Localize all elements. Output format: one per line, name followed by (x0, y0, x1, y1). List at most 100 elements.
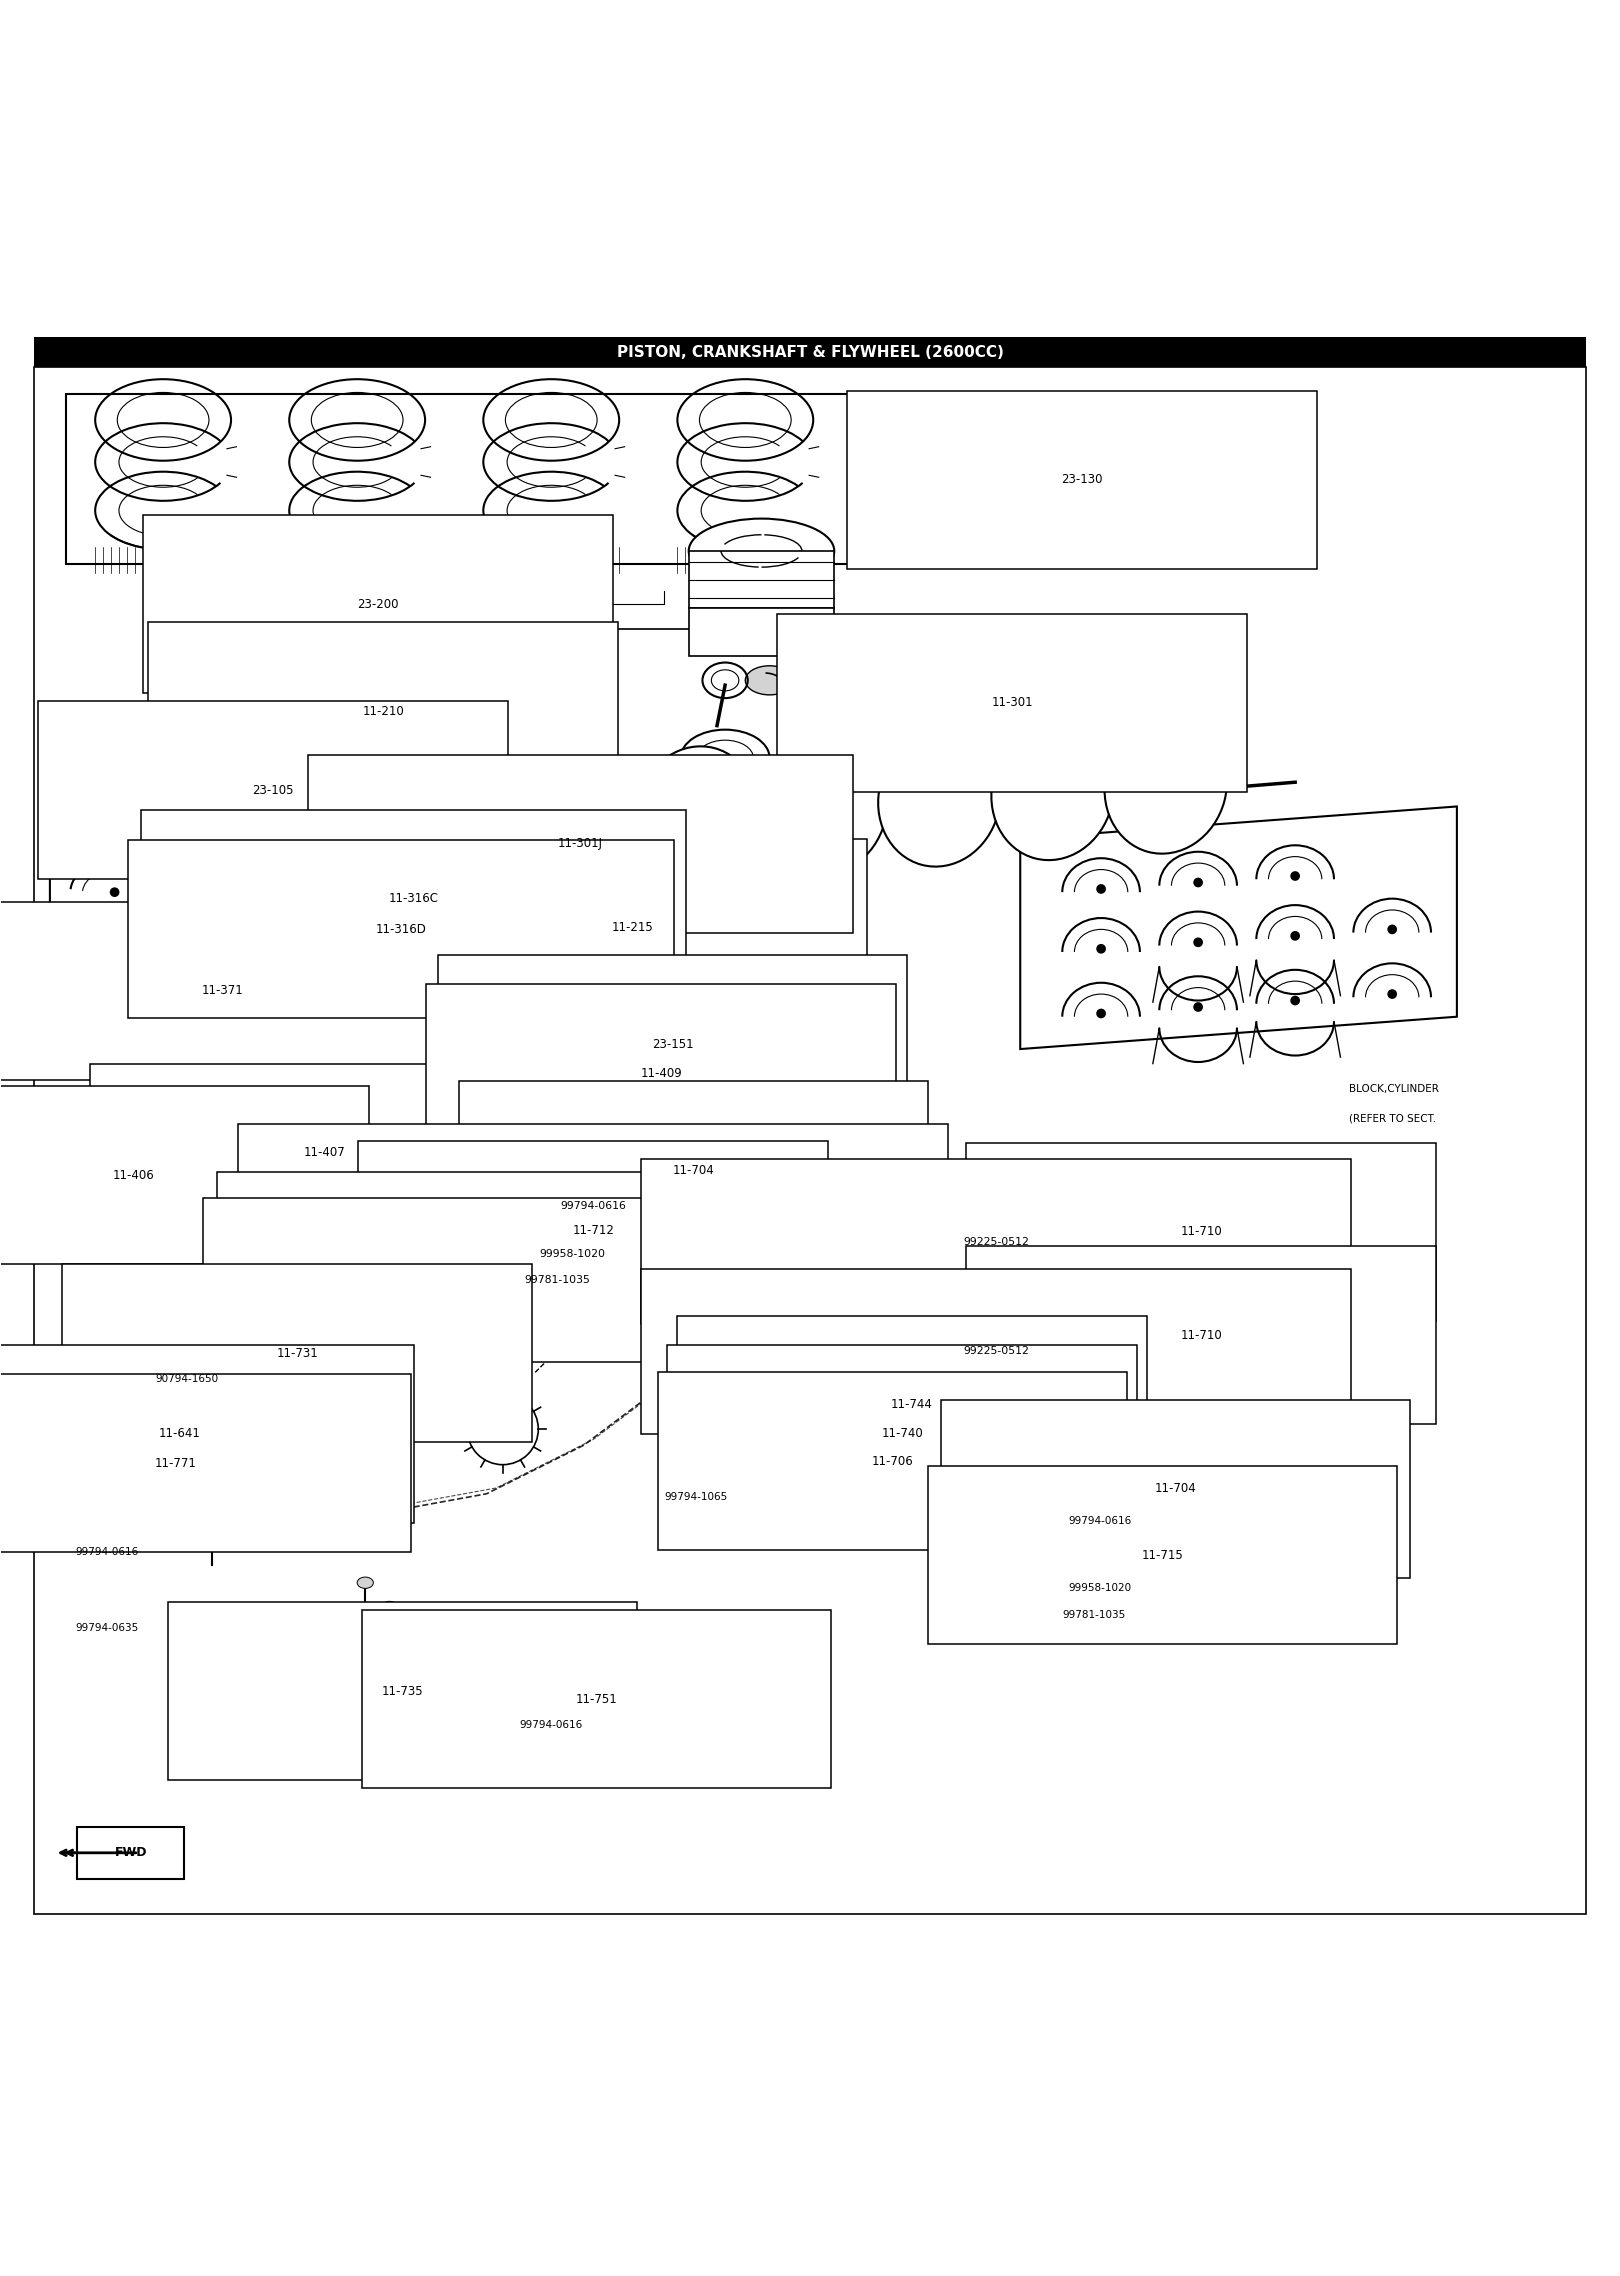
Circle shape (1097, 1008, 1106, 1017)
Ellipse shape (217, 1468, 233, 1479)
Bar (0, 1375, 411, 1552)
Text: 11-710: 11-710 (1181, 1329, 1221, 1343)
Text: 11-406: 11-406 (113, 1168, 156, 1181)
Circle shape (1387, 924, 1396, 933)
Text: FWD: FWD (115, 1846, 147, 1859)
Text: 11-210: 11-210 (363, 706, 403, 717)
Text: 11-409: 11-409 (640, 1067, 682, 1079)
Bar (0, 1345, 415, 1523)
Circle shape (1290, 931, 1299, 940)
Bar (147, 621, 617, 799)
Ellipse shape (228, 1343, 245, 1354)
Ellipse shape (1166, 1325, 1199, 1363)
Circle shape (305, 810, 314, 819)
Text: 99794-0635: 99794-0635 (76, 1623, 139, 1632)
Bar (847, 391, 1317, 569)
Bar (63, 1263, 533, 1443)
Text: 99958-1020: 99958-1020 (539, 1250, 606, 1259)
Text: (REFER TO SECT.: (REFER TO SECT. (1348, 1113, 1435, 1124)
Ellipse shape (745, 667, 794, 694)
Text: 99794-1065: 99794-1065 (664, 1493, 727, 1502)
Text: 11-710: 11-710 (1181, 1224, 1221, 1238)
Circle shape (1194, 879, 1204, 888)
Circle shape (1290, 872, 1299, 881)
Bar (358, 1140, 828, 1320)
Text: PISTON, CRANKSHAFT & FLYWHEEL (2600CC): PISTON, CRANKSHAFT & FLYWHEEL (2600CC) (617, 344, 1003, 360)
Text: 11-712: 11-712 (572, 1224, 614, 1236)
Text: 11-751: 11-751 (575, 1693, 617, 1705)
Text: 11-706: 11-706 (872, 1454, 914, 1468)
Text: NO.1030): NO.1030) (1348, 1143, 1398, 1152)
Text: 99958-1020: 99958-1020 (1069, 1582, 1132, 1593)
Ellipse shape (688, 519, 834, 583)
Ellipse shape (484, 824, 520, 869)
Ellipse shape (1105, 717, 1226, 854)
Ellipse shape (923, 1325, 956, 1363)
Ellipse shape (991, 724, 1115, 860)
Circle shape (1387, 990, 1396, 999)
Ellipse shape (765, 737, 888, 874)
Bar (616, 628, 859, 847)
Circle shape (1290, 995, 1299, 1006)
Circle shape (305, 867, 314, 879)
Text: 11-371: 11-371 (202, 983, 245, 997)
Circle shape (110, 828, 120, 840)
Ellipse shape (938, 742, 978, 774)
Text: 99225-0512: 99225-0512 (962, 1236, 1029, 1247)
Bar (39, 701, 509, 879)
Circle shape (1194, 938, 1204, 947)
Text: 99781-1035: 99781-1035 (525, 1275, 591, 1286)
Bar (426, 983, 896, 1163)
Ellipse shape (1165, 728, 1205, 760)
Text: 11-301J: 11-301J (557, 838, 603, 851)
Bar (167, 1602, 637, 1780)
Text: 11-316C: 11-316C (389, 892, 439, 906)
Bar (967, 1247, 1437, 1425)
Text: 11-704: 11-704 (1155, 1482, 1196, 1495)
Text: 11-735: 11-735 (382, 1684, 423, 1698)
Circle shape (207, 935, 217, 945)
Circle shape (207, 819, 217, 828)
Bar (667, 1345, 1137, 1523)
Ellipse shape (1166, 1222, 1199, 1261)
Bar (217, 1172, 927, 1336)
Ellipse shape (825, 749, 865, 783)
Bar (778, 615, 1247, 792)
Ellipse shape (842, 1222, 875, 1261)
Text: 23-151: 23-151 (651, 1038, 693, 1052)
Bar (238, 1124, 948, 1288)
Bar (658, 1372, 1128, 1550)
Text: 11-641: 11-641 (159, 1427, 201, 1441)
Text: 99794-0616: 99794-0616 (518, 1721, 582, 1730)
Text: 11-771: 11-771 (156, 1457, 198, 1470)
Ellipse shape (915, 1416, 930, 1425)
Ellipse shape (245, 1407, 261, 1418)
Text: 11-715: 11-715 (1142, 1548, 1184, 1561)
Text: 99794-0616: 99794-0616 (561, 1202, 627, 1211)
Text: 99794-0616: 99794-0616 (76, 1548, 139, 1557)
Ellipse shape (245, 1238, 261, 1250)
Ellipse shape (697, 758, 737, 790)
Circle shape (1194, 1001, 1204, 1013)
Text: 90794-1650: 90794-1650 (156, 1375, 219, 1384)
Text: 11-301: 11-301 (991, 696, 1034, 710)
Ellipse shape (891, 1391, 906, 1400)
Bar (688, 608, 834, 655)
Ellipse shape (381, 1602, 397, 1614)
Circle shape (212, 1001, 293, 1081)
Ellipse shape (1085, 1325, 1118, 1363)
Text: BLOCK,CYLINDER: BLOCK,CYLINDER (1348, 1083, 1439, 1095)
Bar (0, 901, 458, 1079)
Bar (967, 1143, 1437, 1320)
Ellipse shape (842, 1325, 875, 1363)
Ellipse shape (878, 731, 1001, 867)
Text: 11-704: 11-704 (672, 1163, 714, 1177)
Bar (128, 840, 674, 1017)
Bar (361, 1609, 831, 1789)
Bar (458, 1081, 928, 1259)
Text: 23-105: 23-105 (253, 783, 293, 797)
Circle shape (110, 945, 120, 956)
Ellipse shape (144, 1083, 160, 1102)
Text: 11-407: 11-407 (305, 1147, 345, 1158)
Circle shape (207, 879, 217, 888)
